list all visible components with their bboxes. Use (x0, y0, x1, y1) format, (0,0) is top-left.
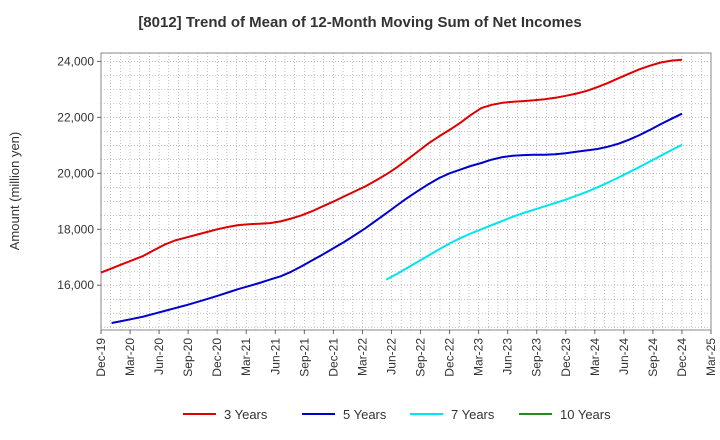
y-tick-label: 22,000 (57, 110, 94, 124)
legend-label: 7 Years (451, 407, 495, 422)
y-tick-label: 24,000 (57, 54, 94, 68)
x-tick-label: Sep-21 (297, 338, 311, 377)
legend-label: 5 Years (343, 407, 387, 422)
chart-title: [8012] Trend of Mean of 12-Month Moving … (138, 14, 582, 31)
legend-label: 3 Years (224, 407, 268, 422)
series-line-7-years (385, 143, 683, 281)
x-tick-label: Mar-22 (355, 338, 369, 376)
legend: 3 Years 5 Years 7 Years 10 Years (183, 407, 611, 422)
y-axis-title: Amount (million yen) (7, 132, 22, 251)
x-tick-label: Dec-19 (94, 338, 108, 377)
series-line-3-years (100, 58, 683, 274)
x-tick-labels: Dec-19 Mar-20 Jun-20 Sep-20 Dec-20 Mar-21 Jun-… (94, 330, 718, 377)
x-tick-label: Mar-24 (588, 338, 602, 376)
x-tick-label: Jun-23 (501, 338, 515, 375)
x-tick-label: Dec-21 (326, 338, 340, 377)
x-tick-label: Dec-24 (675, 338, 689, 377)
x-tick-label: Sep-22 (414, 338, 428, 377)
plot-area (100, 52, 712, 331)
y-tick-labels: 16,000 18,000 20,000 22,000 24,000 (57, 54, 101, 292)
x-tick-label: Dec-22 (443, 338, 457, 377)
x-tick-label: Mar-20 (123, 338, 137, 376)
series-lines (100, 58, 683, 324)
legend-label: 10 Years (560, 407, 611, 422)
x-tick-label: Dec-20 (210, 338, 224, 377)
y-tick-label: 20,000 (57, 166, 94, 180)
x-tick-label: Sep-24 (646, 338, 660, 377)
series-line-5-years (111, 112, 683, 324)
x-tick-label: Jun-20 (152, 338, 166, 375)
x-tick-label: Mar-23 (472, 338, 486, 376)
y-tick-label: 16,000 (57, 278, 94, 292)
x-tick-label: Mar-21 (239, 338, 253, 376)
x-tick-label: Sep-23 (530, 338, 544, 377)
x-tick-label: Jun-24 (617, 338, 631, 375)
x-tick-label: Sep-20 (181, 338, 195, 377)
x-tick-label: Dec-23 (559, 338, 573, 377)
x-tick-label: Mar-25 (704, 338, 718, 376)
x-tick-label: Jun-21 (268, 338, 282, 375)
y-tick-label: 18,000 (57, 222, 94, 236)
x-tick-label: Jun-22 (384, 338, 398, 375)
